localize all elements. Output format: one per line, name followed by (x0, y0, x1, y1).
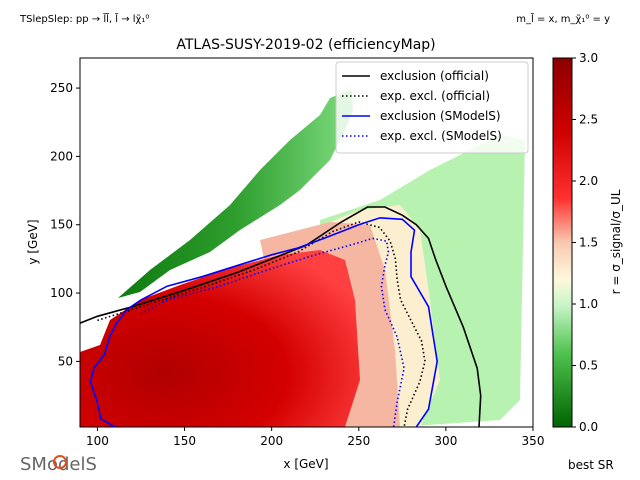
y-tick-label: 200 (50, 149, 73, 163)
legend-label: exclusion (SModelS) (380, 109, 501, 123)
colorbar-tick-label: 1.0 (579, 297, 598, 311)
y-axis-ticks: 50 100 150 200 250 (50, 81, 80, 368)
y-tick-label: 100 (50, 286, 73, 300)
logo-text: SModelS (20, 454, 97, 475)
chart-title: ATLAS-SUSY-2019-02 (efficiencyMap) (176, 37, 435, 53)
best-sr-label: best SR (568, 458, 614, 472)
colorbar-tick-label: 0.5 (579, 359, 598, 373)
colorbar-tick-label: 1.5 (579, 236, 598, 250)
colorbar-tick-label: 2.0 (579, 174, 598, 188)
mass-label: m_l̃ = x, m_χ̃₁⁰ = y (516, 12, 610, 25)
x-axis-ticks: 100 150 200 250 300 350 (86, 427, 544, 448)
y-tick-label: 250 (50, 81, 73, 95)
colorbar-tick-label: 3.0 (579, 51, 598, 65)
legend-label: exp. excl. (SModelS) (380, 129, 502, 143)
legend-box (335, 61, 529, 154)
legend-label: exp. excl. (official) (380, 89, 490, 103)
legend: exclusion (official) exp. excl. (official… (335, 61, 529, 154)
colorbar-tick-label: 2.5 (579, 113, 598, 127)
x-tick-label: 200 (260, 434, 283, 448)
x-tick-label: 300 (434, 434, 457, 448)
colorbar-ticks: 0.0 0.5 1.0 1.5 2.0 2.5 3.0 (572, 51, 598, 434)
contour-line-0 (80, 206, 482, 427)
legend-label: exclusion (official) (380, 69, 489, 83)
process-label: TSlepSlep: pp → l̃l̃, l̃ → lχ̃₁⁰ (19, 12, 149, 25)
logo-circle-icon (53, 455, 67, 469)
heatmap-red-core (80, 250, 360, 427)
y-tick-label: 50 (58, 354, 73, 368)
smodels-logo: SModelS (20, 454, 97, 475)
x-tick-label: 150 (173, 434, 196, 448)
contours (80, 206, 482, 427)
colorbar-tick-label: 0.0 (579, 420, 598, 434)
contour-line-2 (89, 217, 439, 427)
plot-frame (79, 57, 534, 428)
y-tick-label: 150 (50, 218, 73, 232)
x-tick-label: 350 (522, 434, 545, 448)
x-tick-label: 250 (347, 434, 370, 448)
x-tick-label: 100 (86, 434, 109, 448)
colorbar (552, 57, 573, 428)
heatmap (80, 90, 525, 427)
x-axis-label: x [GeV] (283, 457, 328, 471)
heatmap-green-band (118, 90, 353, 298)
colorbar-label: r = σ_signal/σ_UL (609, 189, 623, 294)
y-axis-label: y [GeV] (26, 219, 40, 264)
